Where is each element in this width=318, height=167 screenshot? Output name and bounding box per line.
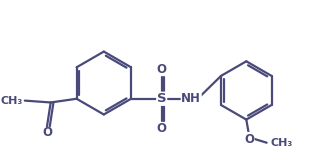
Text: CH₃: CH₃ [270, 138, 293, 148]
Text: O: O [244, 132, 254, 145]
Text: S: S [157, 92, 166, 105]
Text: O: O [156, 63, 167, 76]
Text: CH₃: CH₃ [1, 96, 23, 106]
Text: O: O [156, 122, 167, 135]
Text: O: O [42, 126, 52, 139]
Text: NH: NH [181, 92, 201, 105]
